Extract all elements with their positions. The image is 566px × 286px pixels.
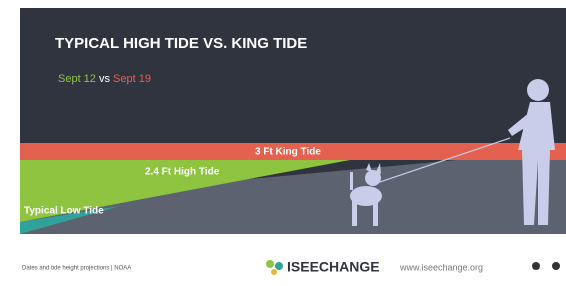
store-icon — [552, 262, 560, 270]
high-tide-label: 2.4 Ft High Tide — [145, 167, 220, 178]
brand: ISEECHANGE — [287, 259, 380, 275]
title: TYPICAL HIGH TIDE VS. KING TIDE — [55, 35, 307, 52]
source: Dates and tide height projections | NOAA — [22, 266, 131, 272]
infographic: TYPICAL HIGH TIDE VS. KING TIDE Sept 12 … — [0, 0, 566, 286]
king-tide-label: 3 Ft King Tide — [255, 147, 321, 158]
url: www.iseechange.org — [399, 262, 483, 272]
low-tide-label: Typical Low Tide — [24, 206, 104, 217]
store-icon — [532, 262, 540, 270]
logo-icon — [266, 260, 283, 275]
dates: Sept 12 vs Sept 19 — [58, 73, 151, 85]
